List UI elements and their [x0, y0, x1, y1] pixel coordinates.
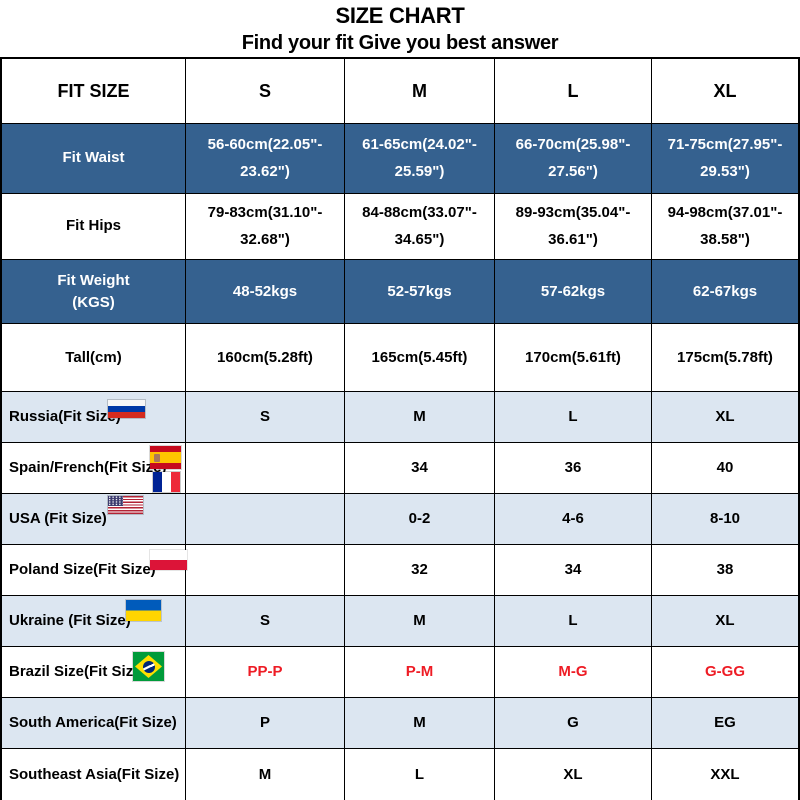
value-cell: 61-65cm(24.02"- 25.59"): [345, 124, 495, 194]
value-cell: 4-6: [495, 494, 652, 545]
value-cell: 84-88cm(33.07"- 34.65"): [345, 194, 495, 260]
row-label: Fit Hips: [2, 194, 186, 260]
value-cell: 71-75cm(27.95"- 29.53"): [652, 124, 798, 194]
value-cell: M-G: [495, 647, 652, 698]
table-row-fit-hips: Fit Hips 79-83cm(31.10"- 32.68") 84-88cm…: [2, 194, 798, 260]
value-cell: 57-62kgs: [495, 260, 652, 324]
value-cell: M: [345, 698, 495, 749]
row-label-text: Poland Size(Fit Size): [9, 561, 156, 579]
row-label: South America(Fit Size): [2, 698, 186, 749]
value-cell: [186, 443, 345, 494]
table-row-southeast-asia: Southeast Asia(Fit Size) M L XL XXL: [2, 749, 798, 800]
value-cell: L: [345, 749, 495, 800]
value-cell: 62-67kgs: [652, 260, 798, 324]
header-cell-fit-size: FIT SIZE: [2, 59, 186, 124]
ukraine-flag-icon: [126, 600, 161, 621]
value-cell: 32: [345, 545, 495, 596]
value-cell: S: [186, 392, 345, 443]
row-label: Tall(cm): [2, 324, 186, 392]
france-flag-icon: [153, 472, 180, 492]
table-header-row: FIT SIZE S M L XL: [2, 59, 798, 124]
value-cell: XXL: [710, 765, 740, 783]
value-cell: M: [345, 392, 495, 443]
value-cell: 36: [495, 443, 652, 494]
row-label-text: Southeast Asia(Fit Size): [9, 765, 180, 783]
row-label-text: Brazil Size(Fit Size): [9, 663, 147, 681]
header-cell-m: M: [345, 59, 495, 124]
poland-flag-icon: [150, 550, 187, 570]
header-cell-s: S: [186, 59, 345, 124]
value-cell: PP-P: [186, 647, 345, 698]
row-label-text: South America(Fit Size): [9, 714, 177, 732]
row-label: Southeast Asia(Fit Size): [2, 749, 186, 800]
row-label: Spain/French(Fit Size): [2, 443, 186, 494]
page-subtitle: Find your fit Give you best answer: [241, 32, 559, 54]
value-cell: G-GG: [652, 647, 798, 698]
table-row-spain-french: Spain/French(Fit Size) 34 36 40: [2, 443, 798, 494]
value-cell: M: [186, 749, 345, 800]
value-cell: S: [186, 596, 345, 647]
value-cell: 160cm(5.28ft): [186, 324, 345, 392]
table-row-fit-waist: Fit Waist 56-60cm(22.05"- 23.62") 61-65c…: [2, 124, 798, 194]
value-cell: XL: [495, 749, 652, 800]
row-label: Ukraine (Fit Size): [2, 596, 186, 647]
value-cell: L: [495, 392, 652, 443]
brazil-flag-icon: [133, 652, 164, 681]
table-row-poland: Poland Size(Fit Size) 32 34 38: [2, 545, 798, 596]
value-cell: 38: [652, 545, 798, 596]
row-label-text: Russia(Fit Size): [9, 408, 121, 426]
header-cell-l: L: [495, 59, 652, 124]
title-block: SIZE CHART Find your fit Give you best a…: [0, 0, 800, 57]
value-cell: 66-70cm(25.98"- 27.56"): [495, 124, 652, 194]
row-label: USA (Fit Size): [2, 494, 186, 545]
value-cell: [186, 494, 345, 545]
usa-flag-icon: [108, 496, 143, 514]
value-cell: 175cm(5.78ft): [652, 324, 798, 392]
row-label-text: USA (Fit Size): [9, 510, 107, 528]
value-cell: XL: [652, 392, 798, 443]
value-cell: 79-83cm(31.10"- 32.68"): [186, 194, 345, 260]
value-cell: 52-57kgs: [345, 260, 495, 324]
value-cell: 89-93cm(35.04"- 36.61"): [495, 194, 652, 260]
value-cell: P: [186, 698, 345, 749]
header-cell-xl: XL: [652, 59, 798, 124]
value-cell: L: [495, 596, 652, 647]
value-cell: 34: [345, 443, 495, 494]
size-table: FIT SIZE S M L XL Fit Waist 56-60cm(22.0…: [0, 57, 800, 800]
row-label: Fit Weight (KGS): [2, 260, 186, 324]
table-row-brazil: Brazil Size(Fit Size) PP-P P-M M-G G-GG: [2, 647, 798, 698]
row-label-text: Spain/French(Fit Size): [9, 459, 167, 477]
value-cell: XL: [652, 596, 798, 647]
row-label-text: Ukraine (Fit Size): [9, 612, 131, 630]
spain-flag-icon: [150, 446, 181, 469]
value-cell: 56-60cm(22.05"- 23.62"): [186, 124, 345, 194]
row-label: Poland Size(Fit Size): [2, 545, 187, 596]
table-row-south-america: South America(Fit Size) P M G EG: [2, 698, 798, 749]
row-label: Fit Waist: [2, 124, 186, 194]
value-cell: 165cm(5.45ft): [345, 324, 495, 392]
value-cell: P-M: [345, 647, 495, 698]
value-cell: 94-98cm(37.01"- 38.58"): [652, 194, 798, 260]
table-row-ukraine: Ukraine (Fit Size) S M L XL: [2, 596, 798, 647]
value-cell: 48-52kgs: [186, 260, 345, 324]
russia-flag-icon: [108, 400, 145, 418]
value-cell: EG: [652, 698, 798, 749]
value-cell: 40: [652, 443, 798, 494]
value-cell: [186, 545, 345, 596]
row-label: Brazil Size(Fit Size): [2, 647, 186, 698]
page-title: SIZE CHART: [335, 3, 465, 28]
table-row-fit-weight: Fit Weight (KGS) 48-52kgs 52-57kgs 57-62…: [2, 260, 798, 324]
table-row-usa: USA (Fit Size) 0-2 4-6 8-10: [2, 494, 798, 545]
value-cell: 34: [495, 545, 652, 596]
value-cell: M: [345, 596, 495, 647]
value-cell: 170cm(5.61ft): [495, 324, 652, 392]
table-row-tall: Tall(cm) 160cm(5.28ft) 165cm(5.45ft) 170…: [2, 324, 798, 392]
value-cell: 0-2: [345, 494, 495, 545]
row-label: Russia(Fit Size): [2, 392, 186, 443]
value-cell: G: [495, 698, 652, 749]
table-row-russia: Russia(Fit Size) S M L XL: [2, 392, 798, 443]
value-cell: 8-10: [652, 494, 798, 545]
